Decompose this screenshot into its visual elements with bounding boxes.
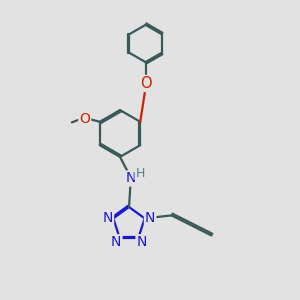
Text: O: O xyxy=(79,112,90,126)
Text: N: N xyxy=(103,211,113,225)
Text: N: N xyxy=(111,235,122,249)
Text: N: N xyxy=(136,235,147,249)
Text: H: H xyxy=(135,167,145,180)
Text: N: N xyxy=(125,172,136,185)
Text: O: O xyxy=(140,76,151,91)
Text: N: N xyxy=(145,211,155,225)
